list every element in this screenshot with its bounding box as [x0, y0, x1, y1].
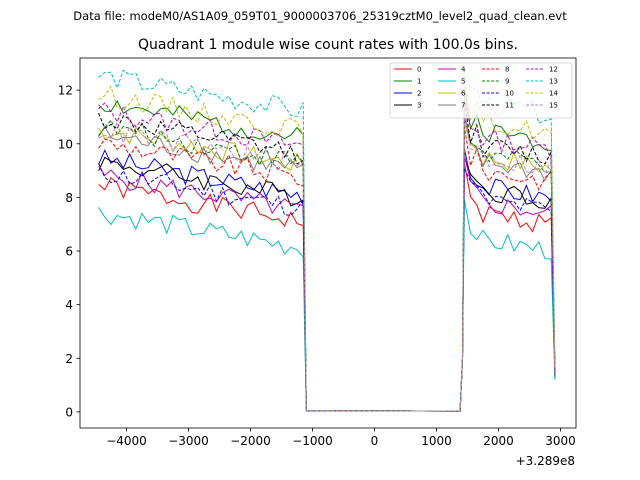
series-line-module-15: [98, 113, 556, 412]
y-tick-label: 6: [65, 245, 73, 259]
series-line-module-14: [98, 72, 556, 412]
legend-label-module-11: 11: [505, 102, 514, 110]
legend-label-module-4: 4: [461, 66, 466, 74]
x-tick-label: 0: [371, 434, 379, 448]
legend-label-module-10: 10: [505, 90, 514, 98]
y-tick-label: 4: [65, 298, 73, 312]
series-layer: [98, 69, 556, 412]
series-line-module-1: [98, 86, 556, 412]
chart-title: Quadrant 1 module wise count rates with …: [138, 37, 518, 53]
x-tick-label: −2000: [230, 434, 271, 448]
y-axis-ticks: 0 2 4 6 8 10 12: [58, 84, 80, 419]
y-tick-label: 2: [65, 352, 73, 366]
y-tick-label: 8: [65, 191, 73, 205]
x-tick-label: −3000: [168, 434, 209, 448]
legend-label-module-6: 6: [461, 90, 466, 98]
series-line-module-4: [98, 155, 556, 412]
series-line-module-12: [98, 97, 556, 412]
y-tick-label: 10: [58, 137, 73, 151]
legend-label-module-9: 9: [505, 78, 509, 86]
series-line-module-6: [98, 122, 556, 412]
plot-area: −4000 −3000 −2000 −1000 0 1000 2000 3000 0 2 4 6 8 1…: [58, 57, 577, 468]
series-line-module-2: [98, 148, 556, 412]
x-axis-offset-label: +3.289e8: [516, 454, 575, 468]
x-tick-label: 2000: [483, 434, 514, 448]
x-tick-label: −1000: [292, 434, 333, 448]
legend-label-module-5: 5: [461, 78, 465, 86]
series-line-module-8: [98, 126, 556, 412]
legend-label-module-13: 13: [549, 78, 558, 86]
series-line-module-10: [98, 163, 556, 412]
legend-label-module-1: 1: [417, 78, 421, 86]
x-tick-label: 3000: [545, 434, 576, 448]
series-line-module-5: [98, 199, 556, 412]
legend-label-module-15: 15: [549, 102, 558, 110]
legend-label-module-14: 14: [549, 90, 558, 98]
x-tick-label: 1000: [421, 434, 452, 448]
legend-label-module-8: 8: [505, 66, 509, 74]
y-tick-label: 12: [58, 84, 73, 98]
legend-label-module-0: 0: [417, 66, 421, 74]
legend-label-module-12: 12: [549, 66, 558, 74]
y-tick-label: 0: [65, 405, 73, 419]
legend-label-module-7: 7: [461, 102, 465, 110]
series-line-module-9: [98, 116, 556, 412]
legend-frame: [389, 62, 573, 119]
series-line-module-11: [98, 99, 556, 412]
x-tick-label: −4000: [106, 434, 147, 448]
legend-label-module-2: 2: [417, 90, 421, 98]
axes-frame: [79, 57, 577, 429]
x-axis-ticks: −4000 −3000 −2000 −1000 0 1000 2000 3000: [106, 428, 576, 448]
chart-suptitle: Data file: modeM0/AS1A09_059T01_90000037…: [73, 9, 567, 23]
legend-label-module-3: 3: [417, 102, 421, 110]
